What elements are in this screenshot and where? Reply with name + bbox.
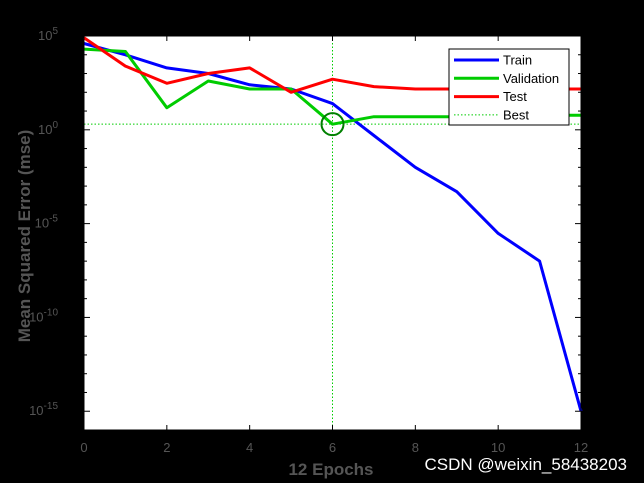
x-tick-label: 2 xyxy=(163,440,170,455)
x-tick-label: 8 xyxy=(412,440,419,455)
x-tick-label: 12 xyxy=(574,440,588,455)
watermark: CSDN @weixin_58438203 xyxy=(425,455,627,474)
legend-box xyxy=(448,48,570,126)
x-tick-label: 6 xyxy=(329,440,336,455)
y-axis-label: Mean Squared Error (mse) xyxy=(15,130,34,343)
legend-label-test: Test xyxy=(503,89,527,104)
legend: Train Validation Test Best xyxy=(448,48,570,126)
x-tick-label: 4 xyxy=(246,440,253,455)
legend-label-train: Train xyxy=(503,53,532,68)
x-axis-label: 12 Epochs xyxy=(288,460,373,479)
best-point-circle xyxy=(320,112,345,137)
series-line-train xyxy=(83,42,583,412)
legend-label-validation: Validation xyxy=(503,71,559,86)
x-tick-label: 0 xyxy=(80,440,87,455)
legend-label-best: Best xyxy=(503,107,529,122)
x-tick-label: 10 xyxy=(491,440,505,455)
